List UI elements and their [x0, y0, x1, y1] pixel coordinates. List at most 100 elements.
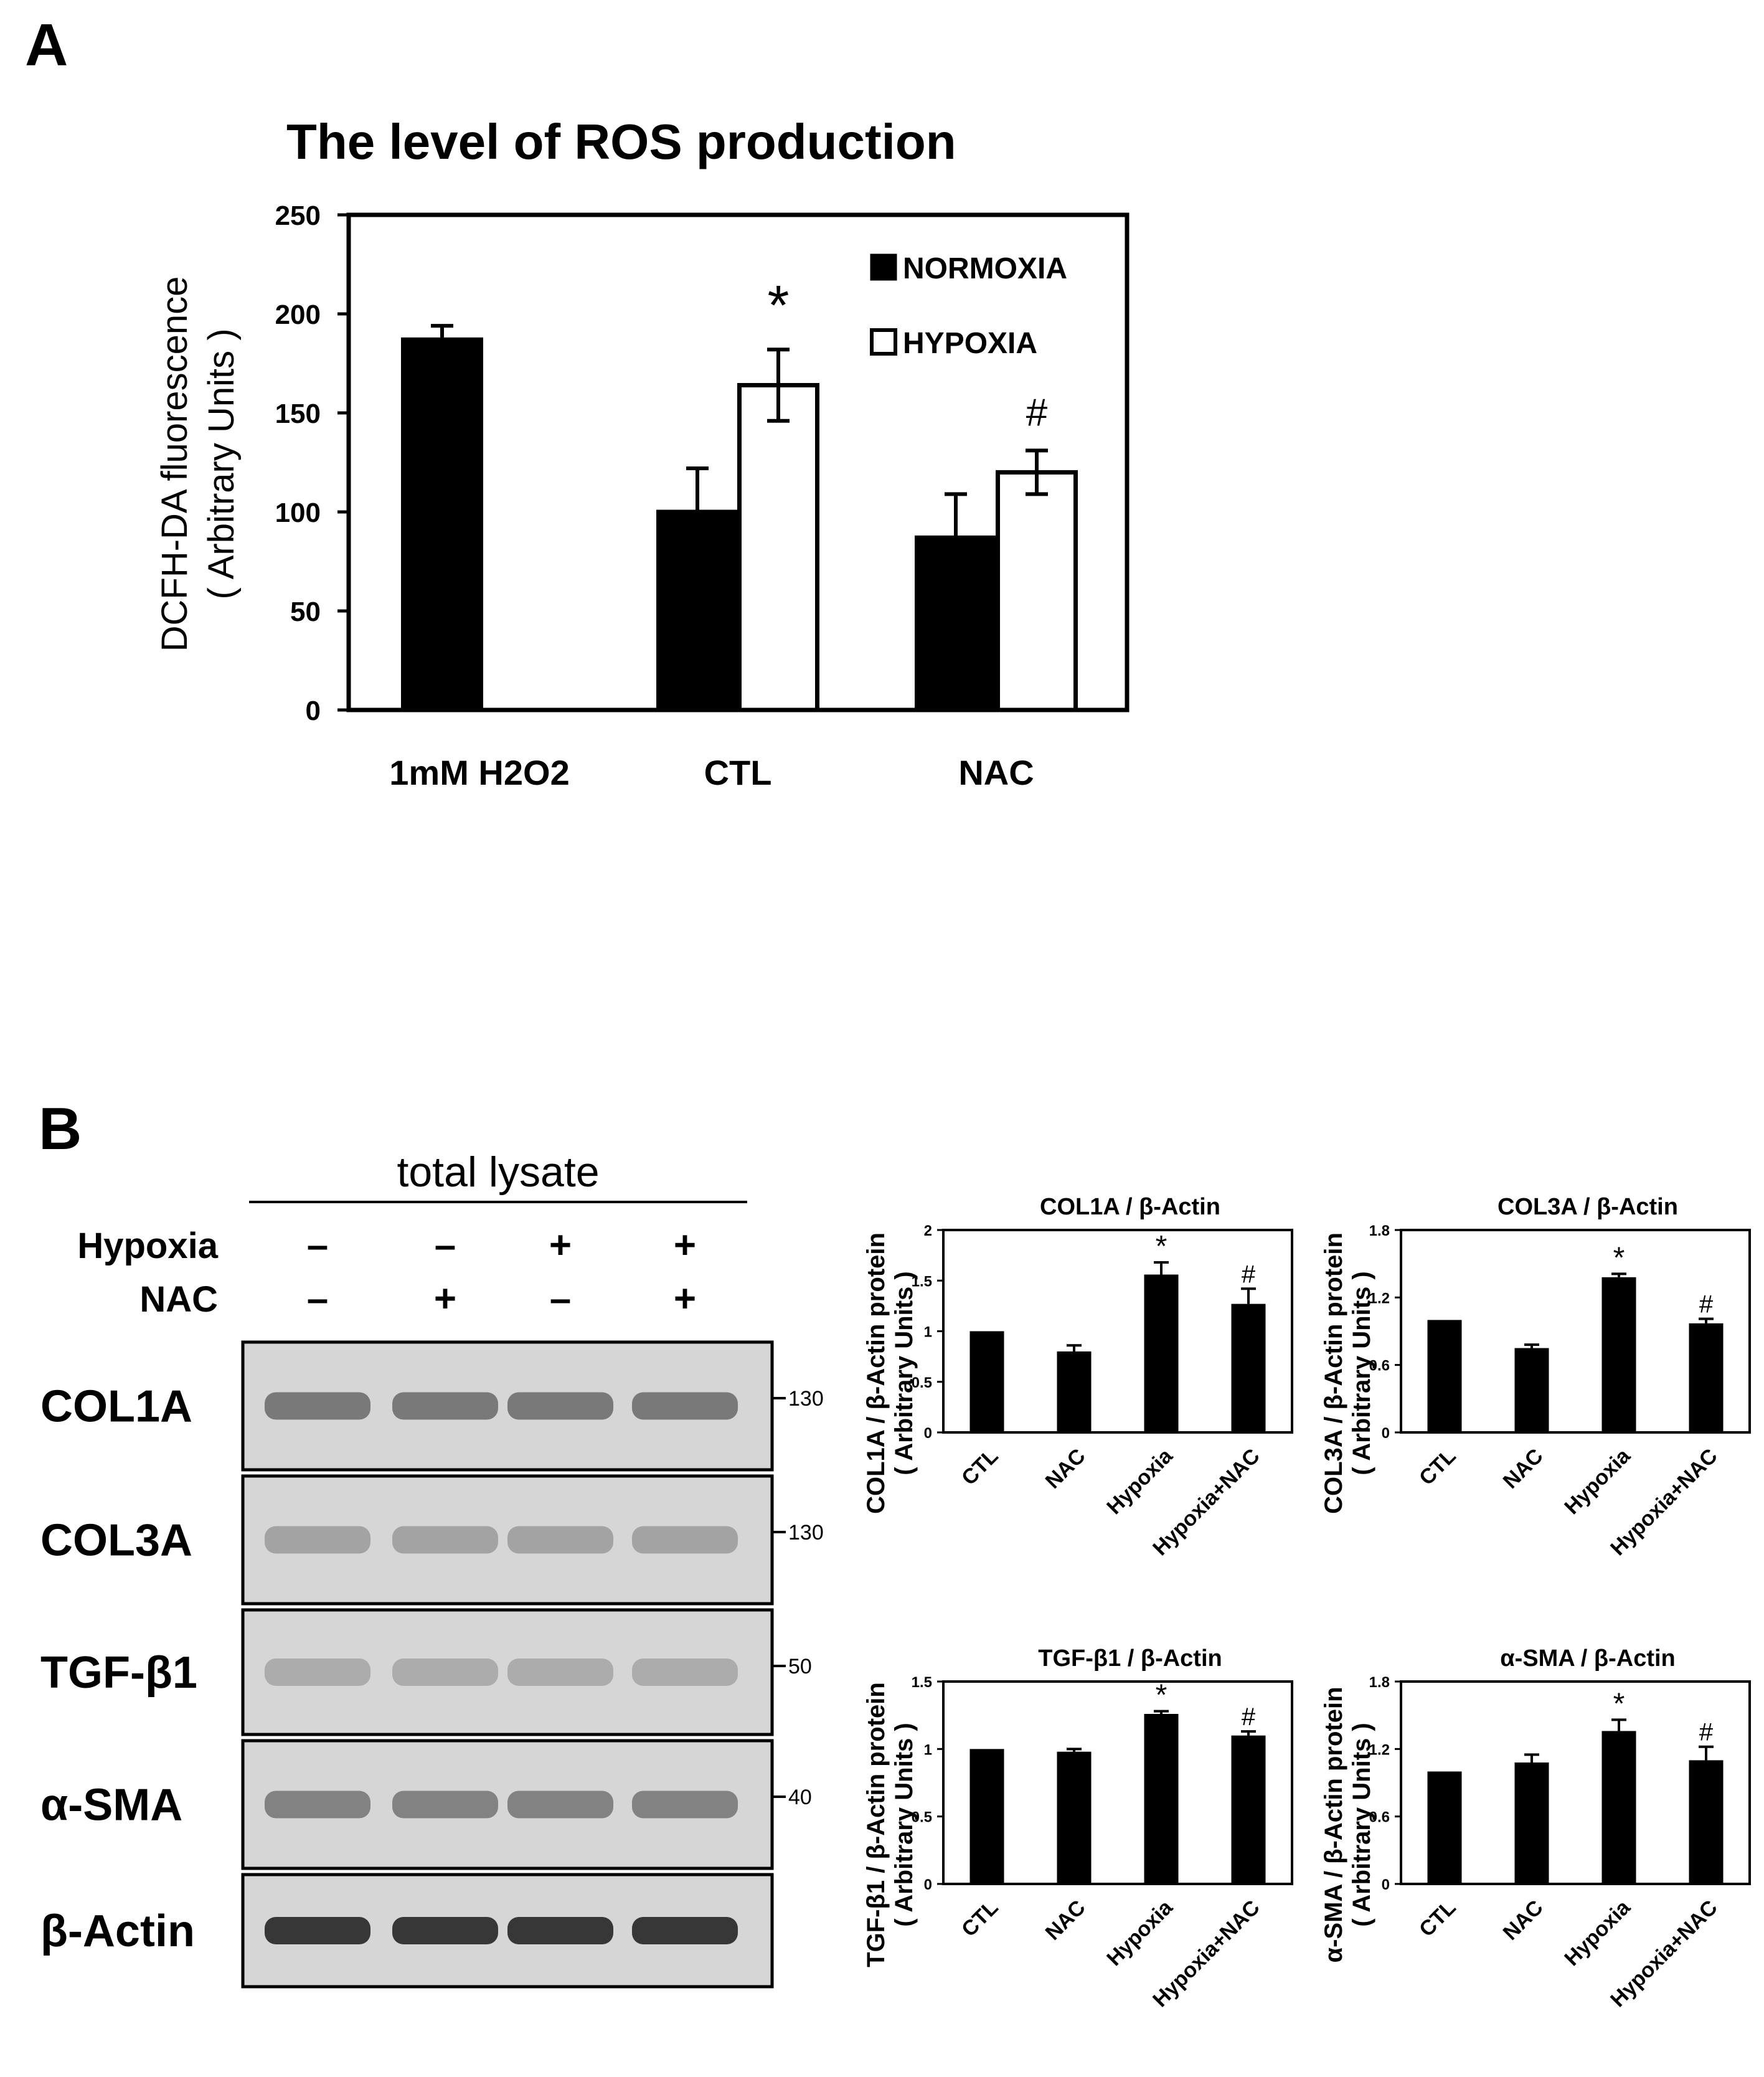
ros-ytick-label: 100	[275, 498, 321, 528]
ytick-label: 0.6	[1369, 1358, 1390, 1374]
bar	[969, 1331, 1004, 1432]
ros-ylabel: DCFH-DA fluorescence	[154, 277, 195, 652]
bar	[1514, 1762, 1549, 1884]
legend-label-hypoxia: HYPOXIA	[903, 327, 1037, 360]
ros-ytick-label: 50	[290, 597, 321, 627]
ytick-label: 1.5	[912, 1273, 932, 1290]
ytick-label: 0.5	[912, 1374, 932, 1391]
blot-band	[507, 1392, 613, 1420]
ytick-label: 1.2	[1369, 1741, 1390, 1758]
col3a-chart: COL3A / β-Actin 0 0.6 1.2 1.8 COL3A / β-Actin…	[1320, 1194, 1751, 1560]
ylabel: α-SMA / β-Actin protein	[1320, 1687, 1347, 1962]
ros-chart-title: The level of ROS production	[286, 114, 956, 169]
condition-sign: –	[307, 1277, 328, 1320]
chart-frame	[1400, 1680, 1751, 1885]
condition-sign: –	[435, 1224, 456, 1267]
col1a-chart: COL1A / β-Actin 0 0.5 1 1.5 2 COL1A / β-Actin …	[862, 1194, 1293, 1560]
bar	[1601, 1277, 1636, 1432]
condition-sign: +	[434, 1277, 456, 1320]
blot-band	[392, 1526, 498, 1554]
bar	[1144, 1714, 1179, 1884]
blot-band	[632, 1526, 738, 1554]
blot-band	[265, 1658, 370, 1686]
ros-ylabel-units: ( Arbitrary Units )	[201, 328, 242, 599]
ylabel: COL3A / β-Actin protein	[1320, 1232, 1347, 1514]
ytick-label: 2	[924, 1223, 932, 1239]
marker-label: 50	[788, 1655, 812, 1678]
bar	[1514, 1348, 1549, 1432]
bar	[1427, 1320, 1462, 1432]
ytick-label: 1	[924, 1324, 932, 1341]
xtick-label: Hypoxia	[1102, 1895, 1177, 1971]
ylabel-units: ( Arbitrary Units )	[1348, 1723, 1375, 1926]
ros-chart: The level of ROS production 0 50 100 150 200 2…	[154, 114, 1130, 792]
ros-ytick-label: 250	[275, 201, 321, 231]
significance-mark: #	[1699, 1291, 1714, 1318]
ytick-label: 1.2	[1369, 1290, 1390, 1307]
significance-mark: #	[1242, 1703, 1256, 1731]
blot-band	[507, 1791, 613, 1819]
xtick-label: NAC	[1041, 1444, 1090, 1493]
ros-bar-normoxia	[401, 337, 483, 712]
xtick-label: Hypoxia	[1560, 1444, 1635, 1519]
bar	[1057, 1751, 1092, 1884]
ytick-label: 0	[924, 1876, 932, 1893]
panel-label-a: A	[25, 12, 68, 78]
chart-frame	[942, 1680, 1293, 1885]
asma-chart: α-SMA / β-Actin 0 0.6 1.2 1.8 α-SMA / β-Actin…	[1320, 1645, 1751, 2012]
ros-ytick-label: 200	[275, 300, 321, 330]
ylabel-units: ( Arbitrary Units )	[890, 1271, 918, 1475]
blot-band	[507, 1658, 613, 1686]
xtick-label: CTL	[1415, 1896, 1461, 1942]
ylabel-units: ( Arbitrary Units )	[1348, 1271, 1375, 1475]
ytick-label: 1.8	[1369, 1674, 1390, 1691]
chart-title: COL1A / β-Actin	[1040, 1194, 1220, 1220]
blot-band	[632, 1658, 738, 1686]
blot-band	[632, 1791, 738, 1819]
ros-xtick-label: NAC	[958, 753, 1034, 792]
xtick-label: NAC	[1499, 1444, 1548, 1493]
xtick-label: CTL	[957, 1896, 1003, 1942]
significance-mark: #	[1699, 1719, 1714, 1746]
blot-band	[265, 1526, 370, 1554]
bar	[1689, 1760, 1724, 1884]
blot-band	[392, 1917, 498, 1944]
ylabel: TGF-β1 / β-Actin protein	[862, 1682, 890, 1967]
legend-label-normoxia: NORMOXIA	[903, 252, 1067, 285]
ros-bar-normoxia	[656, 509, 738, 712]
tgfb1-chart: TGF-β1 / β-Actin 0 0.5 1 1.5 TGF-β1 / β-Actin…	[862, 1645, 1293, 2012]
ros-bar-normoxia	[915, 535, 997, 712]
xtick-label: Hypoxia	[1102, 1444, 1177, 1519]
blot-label: COL1A	[40, 1382, 192, 1432]
legend-swatch-normoxia	[870, 253, 897, 281]
ytick-label: 0	[1382, 1876, 1390, 1893]
blot-label: α-SMA	[40, 1781, 182, 1830]
blot-band	[507, 1526, 613, 1554]
ros-ytick-label: 0	[306, 696, 321, 726]
bar	[969, 1749, 1004, 1884]
chart-frame	[1400, 1229, 1751, 1434]
significance-mark: *	[1613, 1687, 1625, 1720]
blot-membrane	[241, 1608, 774, 1736]
ros-significance-mark: #	[1026, 391, 1048, 434]
blot-band	[265, 1392, 370, 1420]
ylabel-units: ( Arbitrary Units )	[890, 1723, 918, 1926]
xtick-label: CTL	[1415, 1444, 1461, 1490]
ytick-label: 1.8	[1369, 1223, 1390, 1239]
blot-band	[632, 1917, 738, 1944]
blot-header: total lysate	[397, 1148, 599, 1196]
ros-xtick-label: 1mM H2O2	[389, 753, 569, 792]
ros-xtick-label: CTL	[704, 753, 772, 792]
xtick-label: NAC	[1499, 1896, 1548, 1945]
chart-title: α-SMA / β-Actin	[1500, 1645, 1676, 1672]
blot-band	[265, 1917, 370, 1944]
blot-band	[392, 1658, 498, 1686]
bar	[1427, 1771, 1462, 1884]
xtick-label: Hypoxia	[1560, 1895, 1635, 1971]
blot-band	[265, 1791, 370, 1819]
ytick-label: 0	[1382, 1425, 1390, 1442]
ros-ytick-label: 150	[275, 399, 321, 429]
marker-label: 130	[788, 1521, 824, 1545]
ros-significance-mark: *	[767, 275, 789, 337]
significance-mark: #	[1242, 1261, 1256, 1288]
